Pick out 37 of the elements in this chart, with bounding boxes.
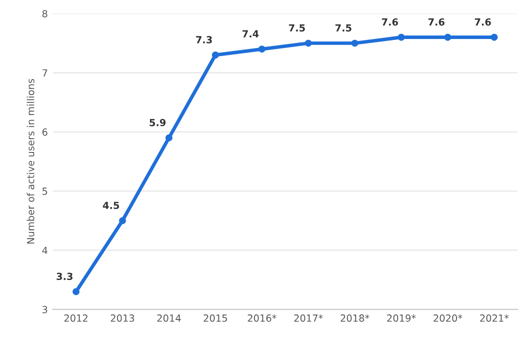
data-label: 7.6 [382, 18, 398, 26]
point [72, 288, 80, 296]
x-tick-label: 2019* [387, 314, 416, 322]
x-tick-label: 2017* [294, 314, 323, 322]
x-tick-label: 2015 [204, 314, 227, 322]
data-label: 7.6 [428, 18, 444, 26]
y-axis-title: Number of active users in millions [26, 78, 34, 244]
data-label: 7.3 [196, 36, 212, 44]
data-label: 5.9 [150, 118, 166, 126]
x-tick-label: 2012 [64, 314, 88, 322]
x-tick-label: 2020* [434, 314, 462, 322]
point [398, 34, 405, 41]
point [165, 134, 172, 142]
point [304, 40, 312, 47]
data-label: 7.5 [335, 24, 352, 32]
point [258, 46, 266, 53]
y-tick-label: 3 [42, 306, 48, 314]
x-tick-label: 2013 [110, 314, 134, 322]
data-label: 7.4 [242, 30, 259, 38]
data-label: 7.6 [474, 18, 491, 26]
x-tick-label: 2018* [340, 314, 370, 322]
x-tick-label: 2014 [157, 314, 181, 322]
data-label: 7.5 [289, 24, 305, 32]
y-tick-label: 8 [42, 10, 48, 18]
point [444, 34, 452, 41]
point [119, 217, 126, 224]
y-tick-label: 4 [42, 246, 48, 254]
y-tick-label: 5 [42, 188, 48, 195]
x-tick-label: 2016* [248, 314, 276, 322]
point [212, 52, 219, 58]
y-tick-label: 6 [42, 128, 48, 136]
data-label: 4.5 [102, 202, 120, 210]
x-tick-label: 2021* [480, 314, 509, 322]
data-label: 3.3 [56, 272, 72, 280]
point [490, 34, 498, 41]
y-tick-label: 7 [42, 69, 48, 76]
point [351, 40, 358, 47]
